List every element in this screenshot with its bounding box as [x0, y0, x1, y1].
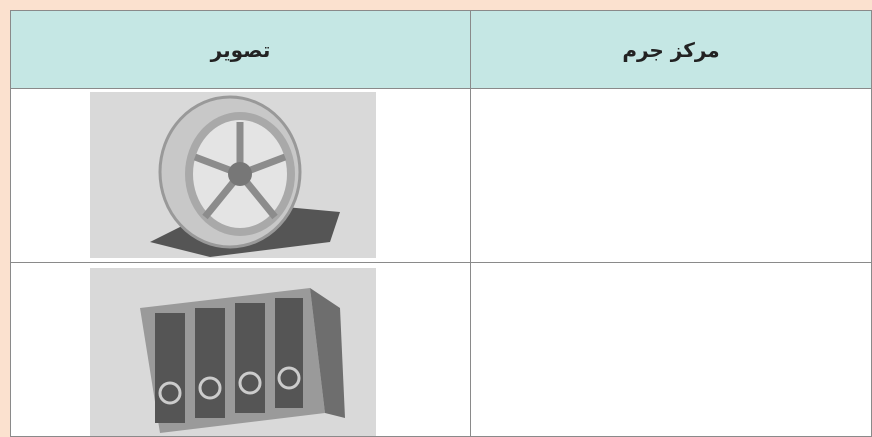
header-text: تصویر — [210, 37, 271, 62]
table-cell — [470, 262, 872, 437]
table-cell — [470, 88, 872, 263]
header-cell: تصویر — [10, 10, 471, 89]
header-cell: مرکز جرم — [470, 10, 872, 89]
wheel-image — [90, 92, 376, 258]
gear-image — [90, 268, 376, 436]
header-text: مرکز جرم — [622, 37, 720, 62]
